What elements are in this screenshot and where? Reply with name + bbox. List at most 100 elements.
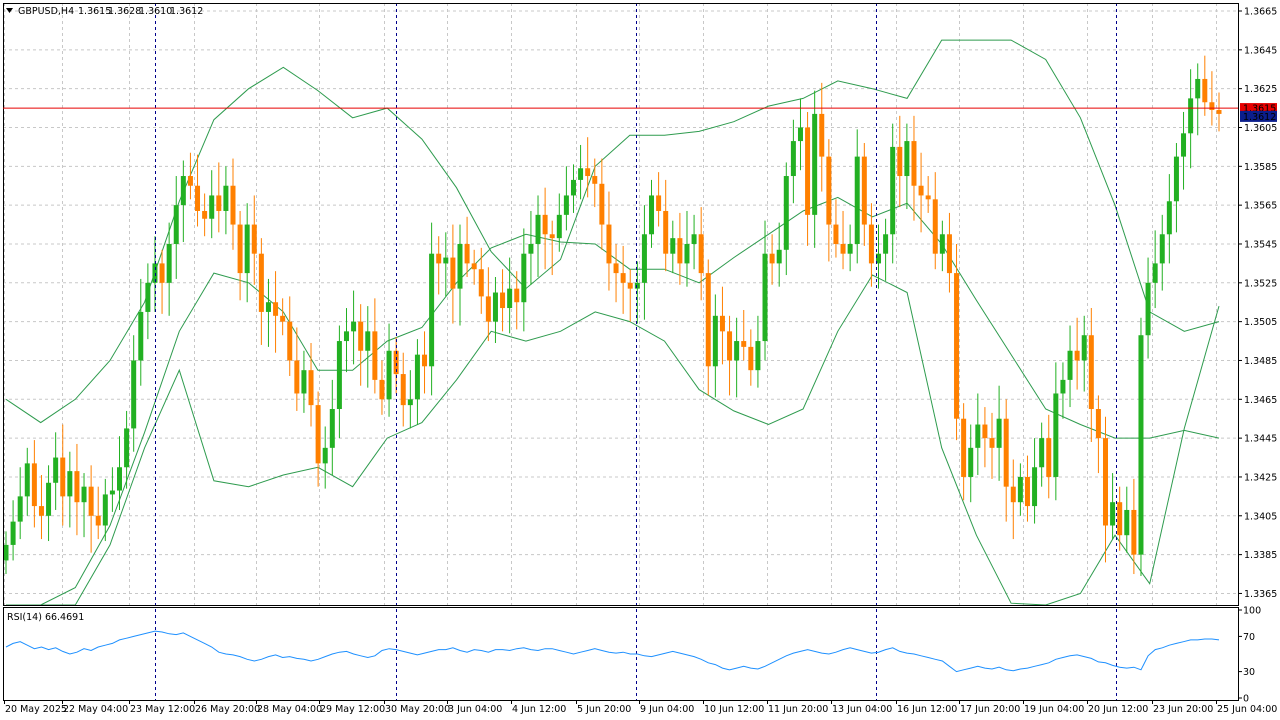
price-axis[interactable]: 1.3665 1.3645 1.3625 1.3605 1.3585 1.3565 1.35… <box>1238 7 1277 600</box>
candle-body <box>528 243 534 254</box>
candle-body <box>939 234 945 254</box>
price-tick-label: 1.3625 <box>1244 84 1277 95</box>
candle-body <box>422 354 428 367</box>
candle-body <box>336 341 342 410</box>
candle-body <box>1053 393 1059 477</box>
candle-body <box>649 195 655 235</box>
bid-badge-box <box>1240 110 1277 122</box>
candle-body <box>868 224 874 264</box>
candle-body <box>790 141 796 177</box>
candle-body <box>521 253 527 303</box>
candle-body <box>492 292 498 322</box>
candle-body <box>613 263 619 274</box>
candle-body <box>925 195 931 200</box>
candle-body <box>812 113 818 215</box>
candle-body <box>691 234 697 244</box>
candle-body <box>329 409 335 448</box>
candle-body <box>60 457 66 497</box>
candle-body <box>1024 476 1030 507</box>
main-panel-border <box>3 3 1239 606</box>
time-tick-label: 3 Jun 04:00 <box>448 704 502 715</box>
candle-body <box>826 156 832 225</box>
time-tick-label: 29 May 12:00 <box>320 704 385 715</box>
time-tick-label: 10 Jun 12:00 <box>704 704 764 715</box>
ask-badge-box <box>1240 103 1277 114</box>
candle-body <box>10 521 16 545</box>
time-tick-label: 9 Jun 04:00 <box>640 704 694 715</box>
candle-body <box>1074 350 1080 361</box>
candle-body <box>287 321 293 361</box>
candle-body <box>1046 438 1052 477</box>
candle-body <box>216 195 222 211</box>
ask-price-badge: 1.3615 <box>1240 103 1277 115</box>
candle-body <box>549 234 555 239</box>
chevron-down-icon[interactable] <box>6 8 13 13</box>
price-tick-label: 1.3465 <box>1244 395 1277 406</box>
candle-body <box>1081 335 1087 361</box>
candle-body <box>1010 486 1016 503</box>
time-tick-label: 5 Jun 20:00 <box>577 704 631 715</box>
candle-body <box>95 515 101 526</box>
candle-body <box>585 168 591 177</box>
time-tick-label: 4 Jun 12:00 <box>512 704 566 715</box>
candle-body <box>1060 379 1066 394</box>
rsi-panel-border <box>3 607 1239 701</box>
bollinger-middle <box>6 196 1220 606</box>
candle-body <box>1067 350 1073 380</box>
price-tick-label: 1.3525 <box>1244 278 1277 289</box>
candle-body <box>578 168 584 180</box>
candle-body <box>663 210 669 254</box>
candle-body <box>634 282 640 289</box>
candle-body <box>989 438 995 448</box>
candle-body <box>890 146 896 235</box>
candle-body <box>1195 78 1201 99</box>
candle-body <box>138 311 144 361</box>
candle-body <box>251 224 257 254</box>
candle-body <box>641 234 647 283</box>
candle-body <box>67 471 73 497</box>
candle-body <box>840 243 846 254</box>
candle-body <box>464 243 470 264</box>
candle-body <box>627 282 633 289</box>
candle-body <box>195 185 201 211</box>
candle-body <box>656 195 662 211</box>
candle-body <box>1017 476 1023 503</box>
chart-header[interactable]: GBPUSD,H4 1.3615 1.3628 1.3610 1.3612 <box>6 6 203 17</box>
symbol-label: GBPUSD,H4 <box>18 6 74 17</box>
candle-body <box>542 214 548 235</box>
candle-body <box>1131 509 1137 555</box>
candle-body <box>46 482 52 516</box>
candle-body <box>833 224 839 244</box>
price-tick-label: 1.3565 <box>1244 201 1277 212</box>
candle-body <box>1209 102 1215 111</box>
candle-body <box>1145 282 1151 336</box>
rsi-tick-label: 100 <box>1243 606 1261 617</box>
rsi-tick-label: 70 <box>1243 632 1255 643</box>
high-value: 1.3628 <box>108 6 141 17</box>
candle-body <box>500 292 506 309</box>
candle-body <box>819 113 825 157</box>
day-separators <box>155 3 1117 700</box>
candle-body <box>932 199 938 254</box>
candle-body <box>876 253 882 264</box>
candle-body <box>372 331 378 380</box>
candle-body <box>280 315 286 322</box>
candle-body <box>996 418 1002 448</box>
candle-body <box>209 195 215 219</box>
time-tick-label: 13 Jun 04:00 <box>832 704 892 715</box>
candle-body <box>741 341 747 347</box>
candle-body <box>507 288 513 309</box>
candle-body <box>294 360 300 394</box>
candle-body <box>1039 438 1045 468</box>
price-tick-label: 1.3645 <box>1244 45 1277 56</box>
candle-body <box>748 346 754 371</box>
candle-body <box>719 315 725 332</box>
candle-body <box>273 302 279 316</box>
candle-body <box>954 273 960 419</box>
candle-body <box>74 471 80 503</box>
candle-body <box>883 234 889 254</box>
price-tick-label: 1.3445 <box>1244 434 1277 445</box>
candle-body <box>1110 502 1116 526</box>
candle-body <box>88 486 94 516</box>
